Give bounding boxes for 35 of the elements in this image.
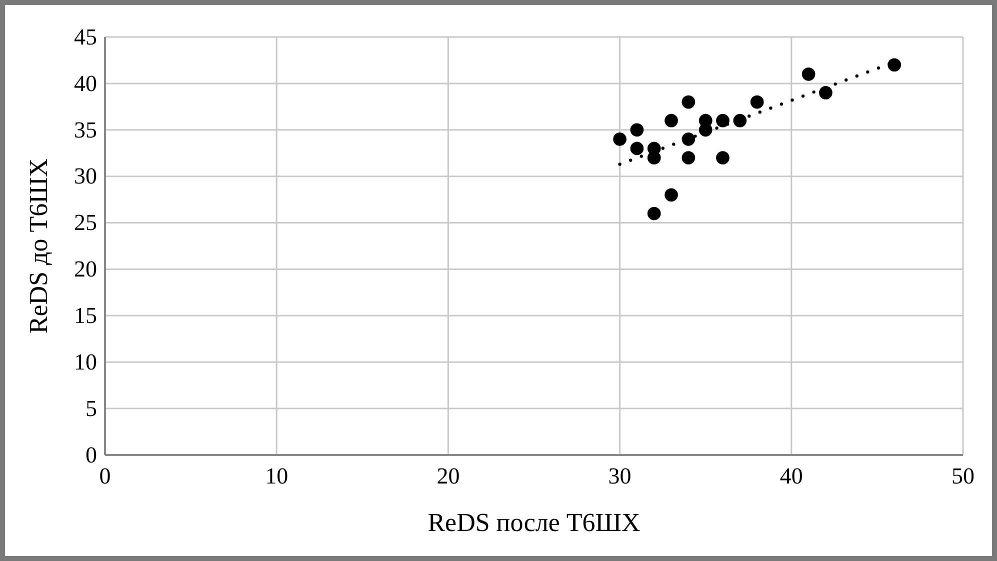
y-tick-label: 45	[74, 24, 97, 50]
y-tick-label: 15	[74, 303, 97, 328]
point	[750, 95, 764, 109]
y-tick-label: 5	[86, 396, 97, 421]
y-tick-label: 30	[74, 164, 97, 189]
y-tick-label: 20	[74, 256, 97, 282]
point	[630, 142, 644, 156]
y-tick-label: 10	[74, 349, 97, 374]
point	[664, 188, 678, 202]
point	[682, 95, 696, 109]
y-tick-label: 25	[74, 210, 97, 236]
point	[716, 151, 730, 164]
y-tick-label: 35	[74, 117, 97, 142]
point	[664, 114, 678, 128]
point	[802, 67, 816, 81]
x-tick-label: 40	[780, 464, 803, 489]
y-tick-label: 40	[74, 70, 97, 96]
point	[682, 132, 696, 146]
point	[733, 114, 747, 128]
point	[888, 58, 902, 72]
point	[647, 151, 661, 164]
y-tick-label: 0	[86, 442, 97, 468]
x-tick-label: 10	[265, 464, 288, 489]
y-axis-title: ReDS до Т6ШХ	[24, 158, 53, 334]
x-tick-label: 20	[436, 464, 460, 489]
point	[698, 123, 712, 137]
point	[613, 132, 626, 146]
x-axis-title: ReDS после Т6ШХ	[428, 508, 641, 537]
point	[819, 86, 832, 100]
point	[682, 151, 696, 164]
x-tick-label: 30	[608, 464, 632, 489]
point	[716, 114, 730, 128]
x-tick-label: 50	[952, 464, 974, 489]
point	[647, 206, 661, 220]
point	[630, 123, 644, 137]
